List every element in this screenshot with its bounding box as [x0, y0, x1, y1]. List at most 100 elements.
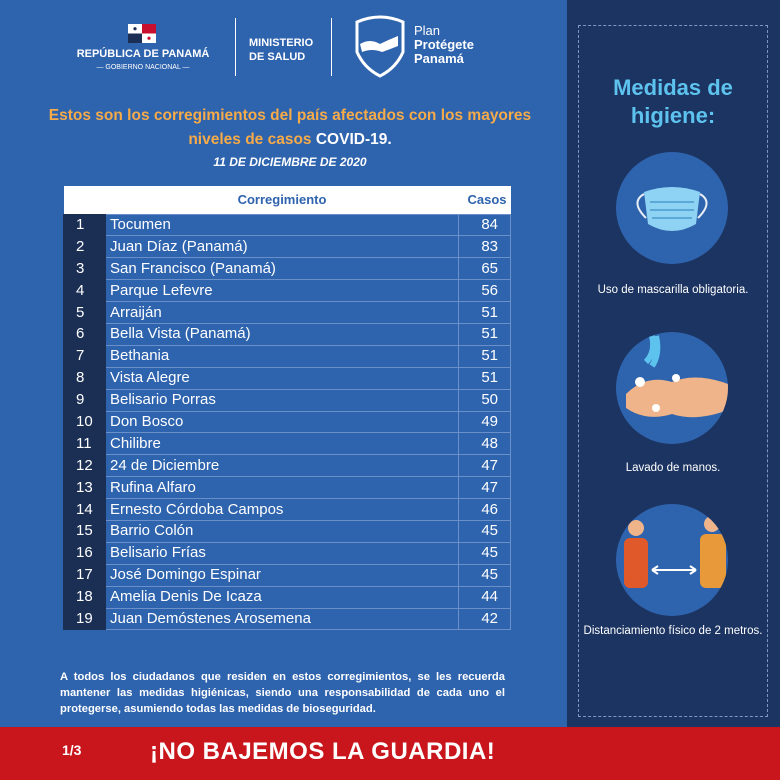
corregimiento-name: Ernesto Córdoba Campos — [105, 498, 459, 521]
table-row: 16 Belisario Frías 45 — [63, 541, 511, 565]
row-number: 9 — [63, 388, 106, 412]
case-count: 46 — [458, 498, 511, 521]
sidebar-title: Medidas de higiene: — [613, 75, 733, 128]
row-number: 1 — [63, 213, 106, 237]
col-header-number — [63, 186, 106, 214]
face-mask-icon — [616, 152, 728, 264]
sidebar-border — [578, 25, 768, 717]
table-row: 5 Arraiján 51 — [63, 301, 511, 324]
row-number: 13 — [63, 476, 106, 500]
case-count: 47 — [458, 454, 511, 478]
corregimiento-name: Barrio Colón — [105, 519, 459, 543]
sidebar-item-label: Lavado de manos. — [625, 462, 721, 474]
table-row: 4 Parque Lefevre 56 — [63, 279, 511, 303]
row-number: 7 — [63, 344, 106, 368]
case-count: 83 — [458, 235, 511, 259]
corregimiento-name: Parque Lefevre — [105, 279, 459, 303]
row-number: 16 — [63, 541, 106, 565]
divider — [331, 18, 332, 76]
row-number: 3 — [63, 257, 106, 281]
corregimiento-name: Juan Demóstenes Arosemena — [105, 607, 459, 631]
case-count: 65 — [458, 257, 511, 281]
corregimiento-name: Don Bosco — [105, 410, 459, 434]
table-row: 18 Amelia Denis De Icaza 44 — [63, 585, 511, 609]
corregimiento-name: José Domingo Espinar — [105, 563, 459, 587]
sidebar-item-label: Uso de mascarilla obligatoria. — [597, 284, 749, 296]
row-number: 18 — [63, 585, 106, 609]
sidebar-item-label: Distanciamiento físico de 2 metros. — [583, 625, 763, 637]
corregimiento-name: Arraiján — [105, 301, 459, 324]
row-number: 2 — [63, 235, 106, 259]
case-count: 51 — [458, 322, 511, 346]
row-number: 5 — [63, 301, 106, 324]
table-row: 7 Bethania 51 — [63, 344, 511, 368]
row-number: 4 — [63, 279, 106, 303]
table-row: 19 Juan Demóstenes Arosemena 42 — [63, 607, 511, 631]
table-row: 11 Chilibre 48 — [63, 432, 511, 456]
case-count: 49 — [458, 410, 511, 434]
row-number: 8 — [63, 366, 106, 390]
table-row: 14 Ernesto Córdoba Campos 46 — [63, 498, 511, 521]
case-count: 56 — [458, 279, 511, 303]
corregimiento-name: Vista Alegre — [105, 366, 459, 390]
table-row: 17 José Domingo Espinar 45 — [63, 563, 511, 587]
corregimiento-name: San Francisco (Panamá) — [105, 257, 459, 281]
corregimiento-name: Tocumen — [105, 213, 459, 237]
corregimiento-name: 24 de Diciembre — [105, 454, 459, 478]
corregimiento-name: Bella Vista (Panamá) — [105, 322, 459, 346]
corregimiento-name: Amelia Denis De Icaza — [105, 585, 459, 609]
case-count: 45 — [458, 519, 511, 543]
corregimiento-name: Belisario Frías — [105, 541, 459, 565]
corregimiento-name: Chilibre — [105, 432, 459, 456]
page-indicator: 1/3 — [62, 742, 82, 758]
row-number: 10 — [63, 410, 106, 434]
row-number: 19 — [63, 607, 106, 631]
table-row: 9 Belisario Porras 50 — [63, 388, 511, 412]
col-header-corregimiento: Corregimiento — [105, 186, 459, 214]
row-number: 12 — [63, 454, 106, 478]
row-number: 15 — [63, 519, 106, 543]
row-number: 11 — [63, 432, 106, 456]
plan-logo-text: Plan Protégete Panamá — [414, 23, 474, 66]
table-row: 1 Tocumen 84 — [63, 213, 511, 237]
row-number: 14 — [63, 498, 106, 521]
advisory-note: A todos los ciudadanos que residen en es… — [60, 671, 505, 715]
ministry-label: MINISTERIO DE SALUD — [249, 37, 314, 63]
shield-logo-icon — [355, 15, 405, 78]
row-number: 17 — [63, 563, 106, 587]
footer-slogan: ¡NO BAJEMOS LA GUARDIA! — [150, 738, 496, 765]
case-count: 42 — [458, 607, 511, 631]
case-count: 50 — [458, 388, 511, 412]
republic-label: REPÚBLICA DE PANAMÁ — [76, 48, 210, 60]
case-count: 51 — [458, 301, 511, 324]
case-count: 51 — [458, 344, 511, 368]
hand-washing-icon — [616, 332, 728, 444]
row-number: 6 — [63, 322, 106, 346]
government-label: — GOBIERNO NACIONAL — — [96, 64, 190, 71]
cases-table: Corregimiento Casos 1 Tocumen 84 2 Juan Díaz… — [63, 186, 511, 631]
table-row: 6 Bella Vista (Panamá) 51 — [63, 322, 511, 346]
panama-flag-icon — [128, 24, 156, 43]
table-row: 12 24 de Diciembre 47 — [63, 454, 511, 478]
social-distancing-icon — [616, 504, 728, 616]
page-title: Estos son los corregimientos del país af… — [48, 107, 532, 148]
footer-banner — [0, 727, 780, 780]
case-count: 45 — [458, 563, 511, 587]
table-row: 3 San Francisco (Panamá) 65 — [63, 257, 511, 281]
corregimiento-name: Belisario Porras — [105, 388, 459, 412]
case-count: 47 — [458, 476, 511, 500]
table-row: 15 Barrio Colón 45 — [63, 519, 511, 543]
table-row: 13 Rufina Alfaro 47 — [63, 476, 511, 500]
corregimiento-name: Bethania — [105, 344, 459, 368]
case-count: 48 — [458, 432, 511, 456]
table-row: 2 Juan Díaz (Panamá) 83 — [63, 235, 511, 259]
report-date: 11 DE DICIEMBRE DE 2020 — [213, 155, 367, 169]
divider — [235, 18, 236, 76]
table-row: 8 Vista Alegre 51 — [63, 366, 511, 390]
case-count: 44 — [458, 585, 511, 609]
corregimiento-name: Rufina Alfaro — [105, 476, 459, 500]
title-block: Estos son los corregimientos del país af… — [40, 104, 540, 184]
case-count: 51 — [458, 366, 511, 390]
corregimiento-name: Juan Díaz (Panamá) — [105, 235, 459, 259]
col-header-casos: Casos — [458, 186, 511, 214]
